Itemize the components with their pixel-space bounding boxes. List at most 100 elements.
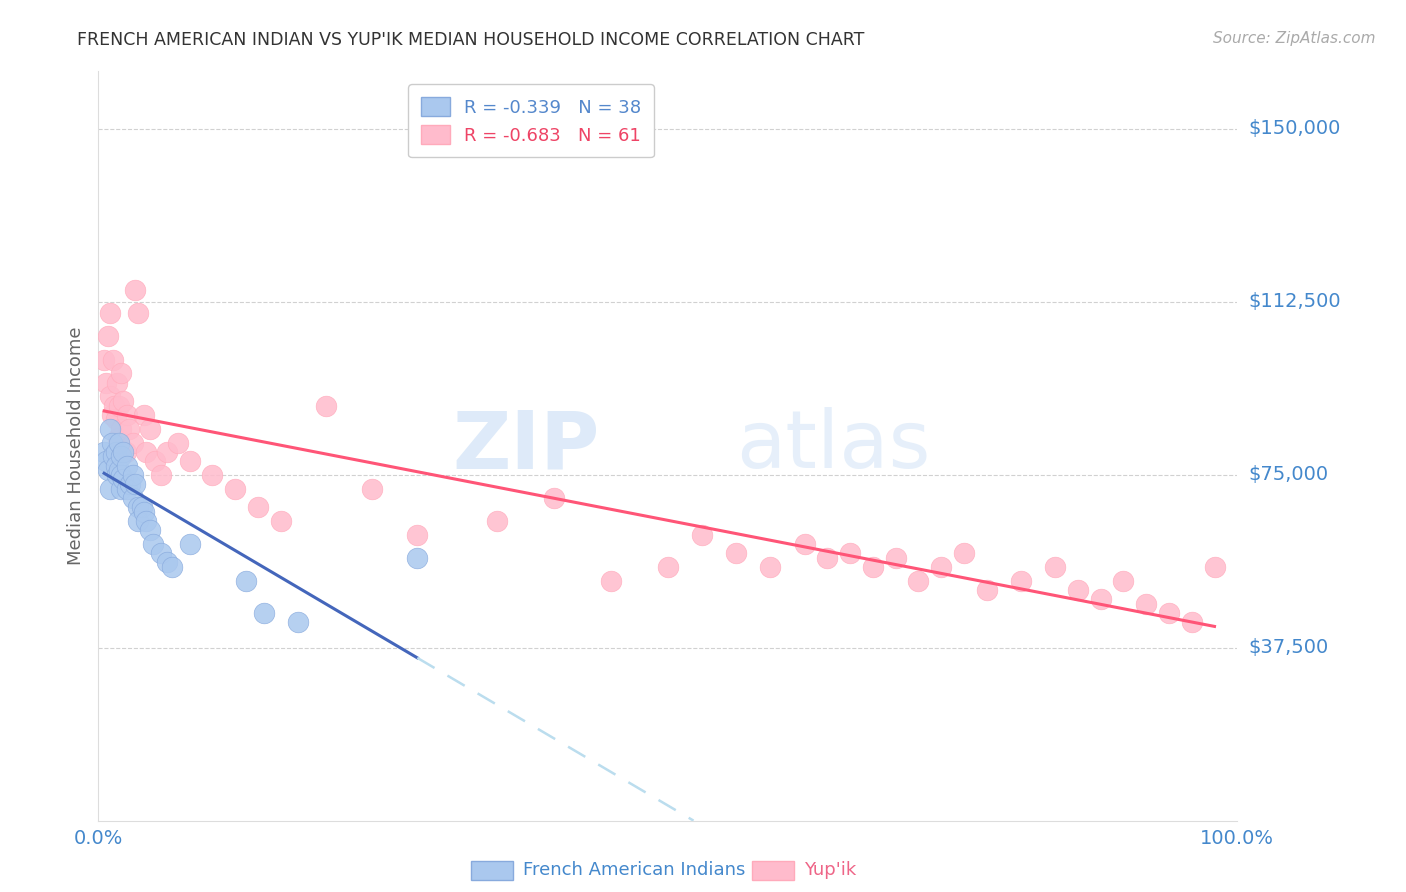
Point	[907, 574, 929, 588]
Point	[112, 472, 135, 486]
Point	[1112, 574, 1135, 588]
Point	[252, 606, 274, 620]
Point	[1090, 592, 1112, 607]
Point	[953, 546, 976, 560]
Text: $112,500: $112,500	[1249, 293, 1341, 311]
Point	[138, 422, 160, 436]
Point	[124, 477, 146, 491]
Point	[657, 560, 679, 574]
Point	[103, 399, 125, 413]
Point	[121, 435, 143, 450]
Point	[179, 537, 201, 551]
Point	[132, 505, 155, 519]
Point	[690, 528, 713, 542]
Point	[110, 467, 132, 482]
Point	[96, 454, 118, 468]
Point	[98, 482, 121, 496]
Point	[96, 376, 118, 390]
Point	[839, 546, 862, 560]
Point	[543, 491, 565, 505]
Point	[132, 408, 155, 422]
Point	[124, 284, 146, 298]
Point	[150, 467, 173, 482]
Text: $150,000: $150,000	[1249, 120, 1341, 138]
Point	[600, 574, 623, 588]
Point	[862, 560, 884, 574]
Point	[93, 352, 115, 367]
Point	[104, 458, 127, 473]
Point	[1010, 574, 1032, 588]
Point	[156, 444, 179, 458]
Point	[406, 550, 429, 565]
Point	[142, 537, 165, 551]
Point	[406, 528, 429, 542]
Point	[127, 500, 149, 514]
Point	[105, 376, 128, 390]
Point	[976, 583, 998, 598]
Point	[1043, 560, 1066, 574]
Point	[167, 435, 190, 450]
Text: Yup'ik: Yup'ik	[804, 861, 856, 879]
Point	[1135, 597, 1157, 611]
Point	[121, 491, 143, 505]
Point	[98, 389, 121, 403]
Point	[103, 450, 125, 464]
Point	[815, 550, 838, 565]
Point	[1157, 606, 1180, 620]
Point	[150, 546, 173, 560]
Point	[179, 454, 201, 468]
Point	[107, 431, 129, 445]
Point	[110, 367, 132, 381]
Point	[793, 537, 815, 551]
Point	[1181, 615, 1204, 630]
Point	[101, 408, 124, 422]
Point	[138, 523, 160, 537]
Text: FRENCH AMERICAN INDIAN VS YUP'IK MEDIAN HOUSEHOLD INCOME CORRELATION CHART: FRENCH AMERICAN INDIAN VS YUP'IK MEDIAN …	[77, 31, 865, 49]
Point	[120, 477, 142, 491]
Text: $75,000: $75,000	[1249, 466, 1329, 484]
Point	[127, 306, 149, 320]
Point	[114, 444, 136, 458]
FancyBboxPatch shape	[471, 861, 513, 880]
Point	[93, 444, 115, 458]
Point	[103, 352, 125, 367]
Point	[156, 556, 179, 570]
Point	[110, 422, 132, 436]
Point	[201, 467, 224, 482]
Point	[135, 444, 157, 458]
Point	[110, 482, 132, 496]
Point	[246, 500, 269, 514]
Point	[112, 444, 135, 458]
Point	[145, 454, 167, 468]
Point	[105, 467, 128, 482]
Point	[118, 422, 141, 436]
Point	[884, 550, 907, 565]
Point	[108, 463, 131, 477]
Point	[759, 560, 782, 574]
Point	[162, 560, 184, 574]
Point	[104, 412, 127, 426]
Point	[98, 422, 121, 436]
Point	[1204, 560, 1226, 574]
Y-axis label: Median Household Income: Median Household Income	[66, 326, 84, 566]
Point	[104, 444, 127, 458]
Point	[108, 399, 131, 413]
Point	[115, 408, 138, 422]
Point	[110, 450, 132, 464]
Point	[235, 574, 257, 588]
Point	[98, 306, 121, 320]
Point	[725, 546, 748, 560]
Point	[96, 463, 118, 477]
Point	[112, 394, 135, 409]
Text: Source: ZipAtlas.com: Source: ZipAtlas.com	[1212, 31, 1375, 46]
Point	[929, 560, 952, 574]
Point	[270, 514, 292, 528]
Point	[127, 514, 149, 528]
FancyBboxPatch shape	[752, 861, 794, 880]
Point	[287, 615, 309, 630]
Point	[96, 329, 118, 343]
Point	[224, 482, 246, 496]
Legend: R = -0.339   N = 38, R = -0.683   N = 61: R = -0.339 N = 38, R = -0.683 N = 61	[408, 84, 654, 157]
Point	[135, 514, 157, 528]
Text: atlas: atlas	[737, 407, 931, 485]
